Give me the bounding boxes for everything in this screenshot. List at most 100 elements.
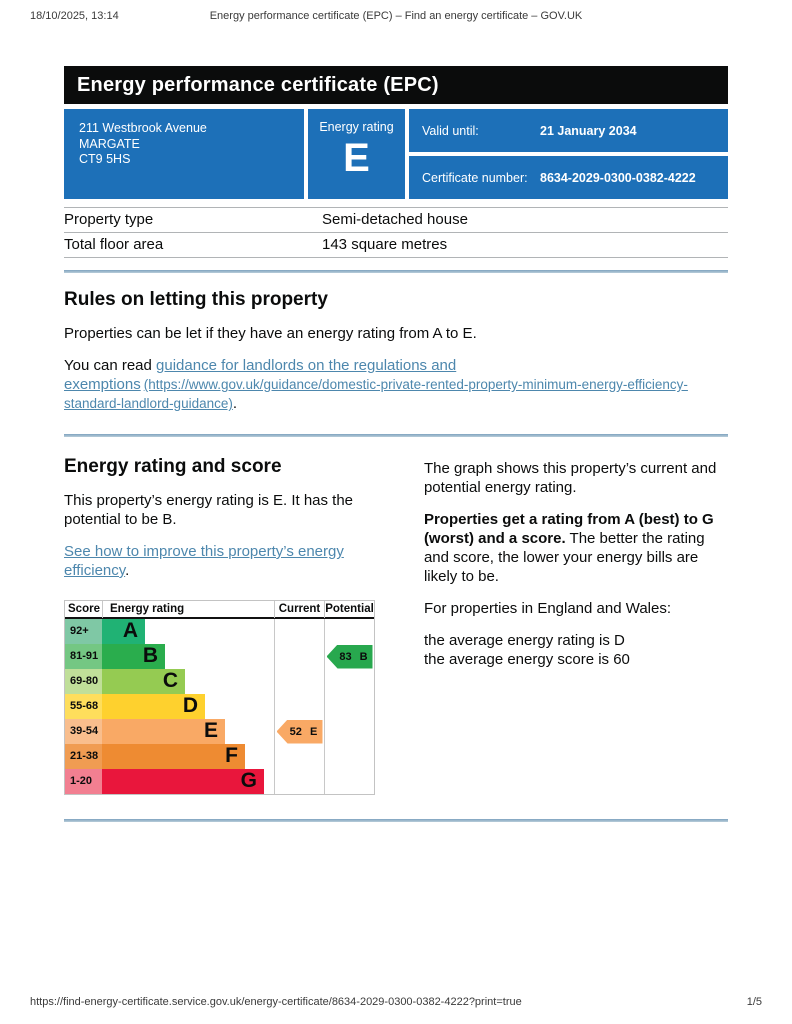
rating-explainer-bold: Properties get a rating from A (best) to… xyxy=(423,511,714,547)
current-column-cell xyxy=(274,694,324,719)
score-range-cell: 81-91 xyxy=(65,644,102,669)
guidance-suffix: . xyxy=(232,395,238,412)
average-rating-line: the average energy rating is D xyxy=(423,632,625,649)
score-range-cell: 1-20 xyxy=(65,769,102,794)
print-page-indicator: 1/5 xyxy=(746,996,762,1008)
certificate-number-value: 8634-2029-0300-0382-4222 xyxy=(540,170,696,185)
rating-right-column: The graph shows this property’s current … xyxy=(424,456,728,795)
epc-band-row: 55-68 D xyxy=(65,694,374,719)
current-column-cell xyxy=(274,644,324,669)
property-summary-table: Property type Semi-detached house Total … xyxy=(64,207,728,258)
rating-heading: Energy rating and score xyxy=(64,456,282,477)
certificate-details: Valid until: 21 January 2034 Certificate… xyxy=(409,109,728,199)
property-type-value: Semi-detached house xyxy=(322,211,468,228)
epc-band-row: 81-91 B 83 B xyxy=(65,644,374,669)
guidance-paragraph: You can read guidance for landlords on t… xyxy=(64,356,728,413)
epc-band-row: 92+ A xyxy=(65,619,374,644)
epc-chart-header: Score Energy rating Current Potential xyxy=(65,601,374,619)
score-range-cell: 92+ xyxy=(65,619,102,644)
rating-band-cell: E xyxy=(102,719,274,744)
rules-paragraph: Properties can be let if they have an en… xyxy=(64,325,477,342)
rating-summary-paragraph: This property’s energy rating is E. It h… xyxy=(64,492,354,528)
energy-rating-value: E xyxy=(343,136,370,180)
section-divider xyxy=(64,270,728,273)
certificate-summary: 211 Westbrook Avenue MARGATE CT9 5HS Ene… xyxy=(64,109,728,199)
current-column-cell: 52 E xyxy=(274,719,324,744)
score-range-cell: 21-38 xyxy=(65,744,102,769)
score-range-cell: 39-54 xyxy=(65,719,102,744)
valid-until-value: 21 January 2034 xyxy=(540,123,637,138)
epc-band-row: 39-54 E 52 E xyxy=(65,719,374,744)
energy-rating-label: Energy rating xyxy=(319,120,394,134)
potential-column-cell: 83 B xyxy=(324,644,374,669)
rating-explainer-rest: The better the rating and score, the low… xyxy=(423,530,705,585)
table-row: Property type Semi-detached house xyxy=(64,207,728,233)
rating-band-d: D xyxy=(102,694,205,719)
potential-column-cell xyxy=(324,694,374,719)
improve-suffix: . xyxy=(125,562,130,579)
potential-column-header: Potential xyxy=(324,601,374,618)
property-type-label: Property type xyxy=(64,211,154,228)
current-column-cell xyxy=(274,769,324,794)
epc-chart-rows: 92+ A 81-91 B 83 B 69-80 C 55-68 D 39-54 E 52 E 21-3… xyxy=(65,619,374,794)
rating-band-cell: B xyxy=(102,644,274,669)
print-footer: https://find-energy-certificate.service.… xyxy=(30,996,762,1008)
floor-area-label: Total floor area xyxy=(64,236,164,253)
potential-column-cell xyxy=(324,619,374,644)
score-range-cell: 69-80 xyxy=(65,669,102,694)
table-row: Total floor area 143 square metres xyxy=(64,233,728,258)
rating-band-c: C xyxy=(102,669,185,694)
epc-band-row: 1-20 G xyxy=(65,769,374,794)
rating-explainer-paragraph: Properties get a rating from A (best) to… xyxy=(424,510,728,586)
address-line-3: CT9 5HS xyxy=(79,152,131,166)
rating-band-cell: D xyxy=(102,694,274,719)
print-footer-url: https://find-energy-certificate.service.… xyxy=(30,996,522,1008)
current-rating-arrow: 52 E xyxy=(276,719,323,744)
certificate-number-row: Certificate number: 8634-2029-0300-0382-… xyxy=(409,156,728,199)
landlord-guidance-link[interactable]: guidance for landlords on the regulation… xyxy=(64,357,688,412)
potential-column-cell xyxy=(324,744,374,769)
england-wales-paragraph: For properties in England and Wales: xyxy=(423,600,672,617)
print-datetime: 18/10/2025, 13:14 xyxy=(30,10,119,22)
energy-rating-panel: Energy rating E xyxy=(308,109,405,199)
section-divider xyxy=(64,819,728,822)
rating-band-cell: F xyxy=(102,744,274,769)
certificate-number-label: Certificate number: xyxy=(422,170,528,185)
address-line-2: MARGATE xyxy=(79,136,140,151)
guidance-prefix: You can read xyxy=(64,357,157,374)
rating-left-column: Energy rating and score This property’s … xyxy=(64,456,408,795)
floor-area-value: 143 square metres xyxy=(322,236,448,253)
page-title: Energy performance certificate (EPC) xyxy=(77,73,439,96)
rules-heading: Rules on letting this property xyxy=(64,289,328,310)
rating-band-g: G xyxy=(102,769,264,794)
rating-column-header: Energy rating xyxy=(102,601,274,618)
improve-efficiency-link-text: See how to improve this property’s energ… xyxy=(64,543,344,579)
average-score-line: the average energy score is 60 xyxy=(423,651,630,668)
potential-column-cell xyxy=(324,719,374,744)
score-column-header: Score xyxy=(68,603,100,615)
print-header: 18/10/2025, 13:14 Energy performance cer… xyxy=(30,10,762,22)
averages-paragraph: the average energy rating is D the averag… xyxy=(424,631,728,669)
section-divider xyxy=(64,434,728,437)
address-line-1: 211 Westbrook Avenue xyxy=(79,121,207,135)
epc-band-row: 21-38 F xyxy=(65,744,374,769)
landlord-guidance-link-url: (https://www.gov.uk/guidance/domestic-pr… xyxy=(64,377,688,411)
valid-until-label: Valid until: xyxy=(422,123,479,138)
potential-column-cell xyxy=(324,769,374,794)
energy-rating-section: Energy rating and score This property’s … xyxy=(64,456,728,795)
landlord-guidance-link-text: guidance for landlords on the regulation… xyxy=(64,357,457,393)
improve-paragraph: See how to improve this property’s energ… xyxy=(64,542,408,580)
epc-chart: Score Energy rating Current Potential 92… xyxy=(64,600,375,795)
current-column-header: Current xyxy=(274,601,324,618)
improve-efficiency-link[interactable]: See how to improve this property’s energ… xyxy=(64,543,344,579)
certificate-content: Energy performance certificate (EPC) 211… xyxy=(64,66,728,822)
current-column-cell xyxy=(274,669,324,694)
current-column-cell xyxy=(274,619,324,644)
rating-band-b: B xyxy=(102,644,165,669)
potential-rating-arrow: 83 B xyxy=(326,644,373,669)
rating-band-cell: A xyxy=(102,619,274,644)
epc-band-row: 69-80 C xyxy=(65,669,374,694)
valid-until-row: Valid until: 21 January 2034 xyxy=(409,109,728,152)
print-doc-title: Energy performance certificate (EPC) – F… xyxy=(209,10,583,22)
